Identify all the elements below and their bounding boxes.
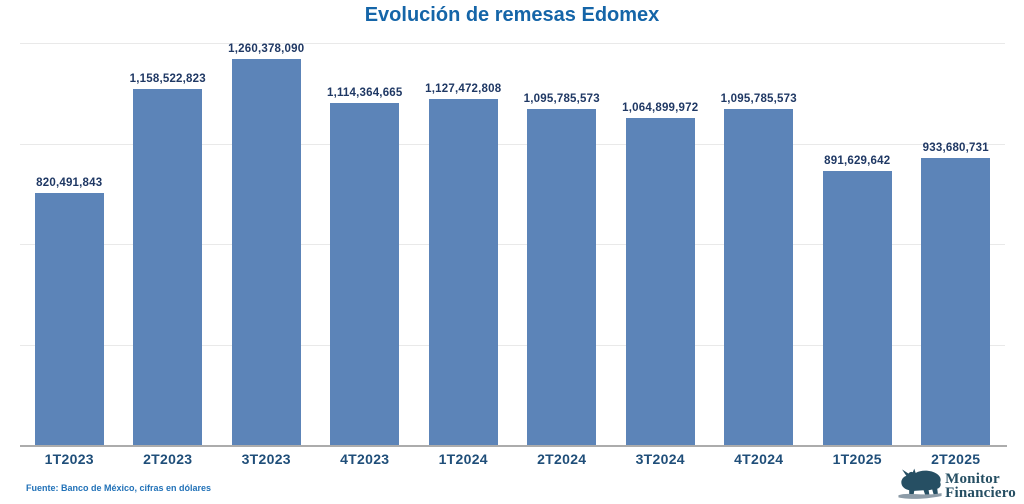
logo-text: Monitor Financiero	[945, 470, 1016, 501]
monitor-financiero-logo: Monitor Financiero	[897, 466, 1016, 504]
x-axis-label: 1T2024	[438, 451, 488, 467]
bar-group: 1,158,522,823	[119, 43, 218, 445]
bar-group: 1,095,785,573	[513, 43, 612, 445]
x-axis-label: 2T2023	[143, 451, 193, 467]
source-note: Fuente: Banco de México, cifras en dólar…	[26, 483, 212, 493]
x-axis-row: 1T2023 2T2023 3T2023 4T2023 1T2024 2T2024 3T20…	[20, 451, 1005, 467]
bar-group: 820,491,843	[20, 43, 119, 445]
bar-group: 1,064,899,972	[611, 43, 710, 445]
chart-title: Evolución de remesas Edomex	[364, 4, 660, 26]
bar-group: 1,095,785,573	[710, 43, 809, 445]
logo-line2: Financiero	[945, 484, 1016, 501]
x-axis-label: 2T2024	[537, 451, 587, 467]
bar-value-label: 1,064,899,972	[622, 102, 699, 114]
x-axis-label: 3T2024	[635, 451, 685, 467]
gridline	[20, 244, 1005, 245]
bars-row: 820,491,843 1,158,522,823 1,260,378,090 1,1…	[20, 43, 1005, 445]
bar-value-label: 1,260,378,090	[228, 43, 305, 55]
bar-value-label: 1,095,785,573	[720, 93, 797, 105]
x-axis-line	[20, 445, 1007, 447]
x-axis-label: 4T2023	[340, 451, 390, 467]
bar	[231, 59, 301, 445]
bar	[428, 99, 498, 445]
bar	[822, 171, 892, 445]
bar-group: 1,114,364,665	[316, 43, 415, 445]
x-axis-label: 3T2023	[241, 451, 291, 467]
bar-value-label: 1,114,364,665	[326, 87, 403, 99]
x-axis-label: 2T2025	[931, 451, 981, 467]
logo-line1: Monitor	[945, 470, 1000, 487]
bar-group: 933,680,731	[907, 43, 1006, 445]
x-axis-label: 4T2024	[734, 451, 784, 467]
bar-value-label: 1,127,472,808	[425, 83, 502, 95]
bar-group: 891,629,642	[808, 43, 907, 445]
plot-area: 820,491,843 1,158,522,823 1,260,378,090 1,1…	[20, 43, 1007, 447]
bar	[724, 109, 794, 445]
bar-value-label: 933,680,731	[922, 142, 989, 154]
bar-value-label: 1,158,522,823	[129, 73, 206, 85]
bull-icon	[897, 466, 943, 504]
bar	[34, 193, 104, 445]
bar	[527, 109, 597, 445]
bar-group: 1,260,378,090	[217, 43, 316, 445]
bar-value-label: 891,629,642	[824, 155, 891, 167]
bar-value-label: 820,491,843	[36, 177, 103, 189]
bar	[921, 158, 991, 445]
bar-group: 1,127,472,808	[414, 43, 513, 445]
bar	[330, 103, 400, 445]
gridline	[20, 344, 1005, 346]
x-axis-label: 1T2023	[44, 451, 94, 467]
x-axis-label: 1T2025	[832, 451, 882, 467]
gridline	[20, 143, 1005, 145]
bar	[133, 89, 203, 445]
gridline	[20, 43, 1005, 44]
bar-value-label: 1,095,785,573	[523, 93, 600, 105]
bar	[625, 118, 695, 445]
